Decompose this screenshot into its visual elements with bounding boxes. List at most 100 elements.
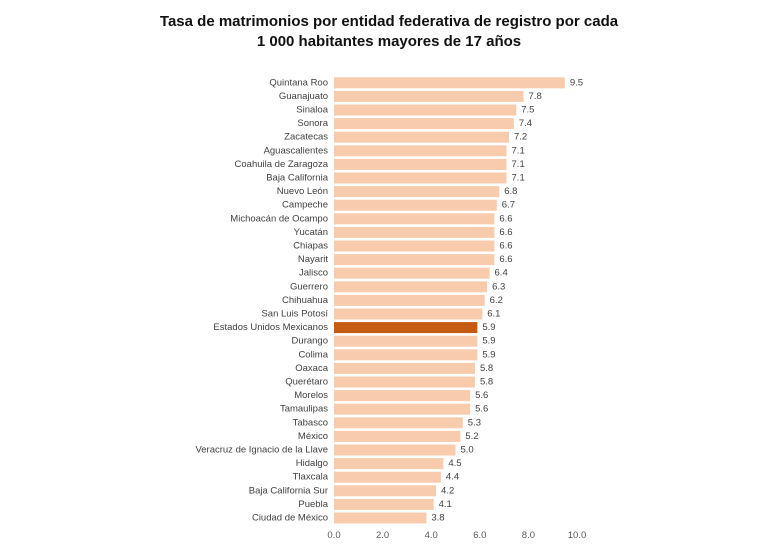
value-label: 7.1 [512, 159, 525, 170]
bar [334, 267, 490, 279]
bar [334, 485, 437, 497]
value-label: 9.5 [570, 77, 583, 88]
category-label: Ciudad de México [252, 513, 328, 524]
bar [334, 172, 507, 184]
category-label: Tlaxcala [293, 472, 329, 483]
value-label: 6.6 [499, 227, 512, 238]
category-label: Colima [298, 349, 328, 360]
value-label: 5.2 [465, 431, 478, 442]
value-label: 6.8 [504, 186, 517, 197]
value-label: 3.8 [431, 513, 444, 524]
category-label: Puebla [298, 499, 328, 510]
category-label: Nuevo León [277, 186, 328, 197]
value-label: 7.2 [514, 132, 527, 143]
bar [334, 417, 463, 429]
bar [334, 349, 478, 361]
category-label: Morelos [294, 390, 328, 401]
value-label: 4.2 [441, 485, 454, 496]
bar [334, 158, 507, 170]
value-label: 6.2 [490, 295, 503, 306]
category-label: Nayarit [298, 254, 328, 265]
bar [334, 199, 497, 211]
x-tick-label: 6.0 [473, 530, 486, 541]
value-label: 5.8 [480, 363, 493, 374]
category-label: Sinaloa [296, 105, 328, 116]
bar [334, 213, 495, 225]
value-label: 7.8 [529, 91, 542, 102]
chart-title-line-1: Tasa de matrimonios por entidad federati… [159, 13, 619, 30]
bar [334, 131, 509, 143]
category-label: Zacatecas [284, 132, 328, 143]
category-label: Chiapas [293, 241, 328, 252]
category-label: Guerrero [290, 281, 328, 292]
chart-title: Tasa de matrimonios por entidad federati… [0, 12, 778, 52]
category-label: Veracruz de Ignacio de la Llave [195, 445, 328, 456]
chart-title-line-2: 1 000 habitantes mayores de 17 años [256, 33, 522, 50]
bar [334, 430, 461, 442]
value-label: 5.3 [468, 417, 481, 428]
category-label: Coahuila de Zaragoza [235, 159, 329, 170]
value-label: 7.1 [512, 173, 525, 184]
category-label: Durango [292, 336, 328, 347]
bar [334, 308, 483, 320]
value-label: 6.6 [499, 213, 512, 224]
value-label: 5.6 [475, 404, 488, 415]
category-label: Aguascalientes [264, 145, 329, 156]
x-tick-label: 2.0 [376, 530, 389, 541]
bar [334, 362, 475, 374]
bar [334, 512, 427, 524]
x-tick-label: 4.0 [425, 530, 438, 541]
value-label: 6.7 [502, 200, 515, 211]
value-label: 7.4 [519, 118, 532, 129]
bar [334, 376, 475, 388]
bar [334, 403, 471, 415]
bar [334, 145, 507, 157]
category-label: Tabasco [293, 417, 328, 428]
value-label: 6.6 [499, 241, 512, 252]
category-label: Baja California [266, 173, 328, 184]
bar [334, 186, 500, 198]
bar [334, 471, 441, 483]
bar [334, 335, 478, 347]
bar [334, 226, 495, 238]
bar [334, 77, 565, 89]
bar [334, 104, 517, 116]
bar [334, 458, 444, 470]
value-label: 6.1 [487, 309, 500, 320]
value-label: 4.1 [439, 499, 452, 510]
bar [334, 444, 456, 456]
bar [334, 322, 478, 334]
bar [334, 281, 488, 293]
category-label: Chihuahua [282, 295, 329, 306]
value-label: 7.1 [512, 145, 525, 156]
value-label: 5.0 [461, 445, 474, 456]
category-label: Jalisco [299, 268, 328, 279]
bar [334, 390, 471, 402]
category-label: Guanajuato [279, 91, 328, 102]
value-label: 4.4 [446, 472, 459, 483]
bar [334, 498, 434, 510]
value-label: 5.6 [475, 390, 488, 401]
category-label: Michoacán de Ocampo [230, 213, 328, 224]
category-label: Oaxaca [295, 363, 328, 374]
x-tick-label: 8.0 [522, 530, 535, 541]
category-label: México [298, 431, 328, 442]
bar [334, 90, 524, 102]
category-label: Campeche [282, 200, 328, 211]
category-label: Baja California Sur [249, 485, 328, 496]
bar [334, 240, 495, 252]
bar [334, 294, 485, 306]
x-tick-label: 10.0 [568, 530, 587, 541]
category-label: San Luis Potosí [261, 309, 328, 320]
bar [334, 254, 495, 266]
value-label: 6.3 [492, 281, 505, 292]
value-label: 5.9 [482, 322, 495, 333]
value-label: 6.4 [495, 268, 508, 279]
category-label: Estados Unidos Mexicanos [213, 322, 328, 333]
x-tick-label: 0.0 [327, 530, 340, 541]
category-label: Yucatán [294, 227, 328, 238]
category-label: Tamaulipas [280, 404, 328, 415]
value-label: 5.9 [482, 336, 495, 347]
value-label: 7.5 [521, 105, 534, 116]
category-label: Quintana Roo [269, 77, 328, 88]
